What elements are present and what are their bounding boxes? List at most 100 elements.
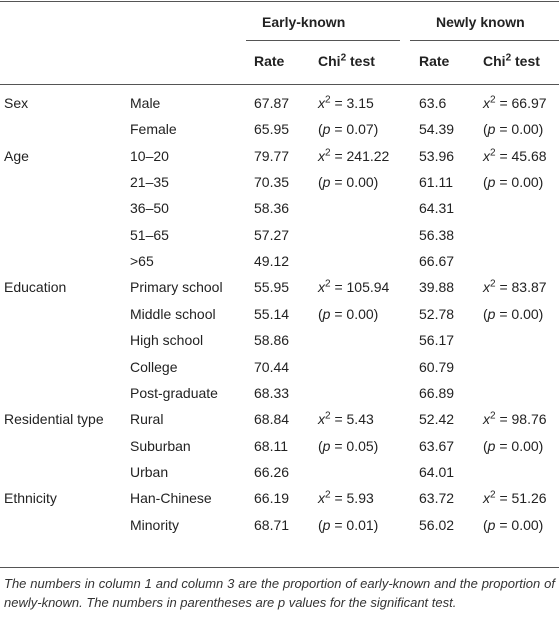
test-value: = 45.68 <box>495 147 547 164</box>
test-value: = 5.43 <box>330 411 374 428</box>
test-exponent: 2 <box>490 278 496 290</box>
category: Suburban <box>130 437 191 454</box>
test-variable: p <box>487 121 496 138</box>
category: 21–35 <box>130 174 169 191</box>
rate: 70.35 <box>254 174 290 191</box>
test-text: ( <box>483 121 488 138</box>
test-variable: x <box>318 95 325 111</box>
test-cell: (p = 0.00) <box>483 516 543 534</box>
category: Middle school <box>130 305 216 322</box>
test-value: = 83.87 <box>495 279 547 296</box>
test-text: = 0.00) <box>495 174 544 191</box>
test-variable: x <box>483 490 490 507</box>
header-text: Chi <box>318 53 341 69</box>
category: Urban <box>130 463 169 480</box>
test-variable: x <box>483 411 490 428</box>
test-variable: p <box>322 437 331 454</box>
rate: 66.89 <box>419 384 455 401</box>
test-text: ( <box>483 516 488 533</box>
test-variable: p <box>487 174 496 191</box>
rate: 68.11 <box>254 437 288 454</box>
header-sup: 2 <box>505 52 512 64</box>
rate: 60.79 <box>419 358 455 375</box>
test-text: = 0.00) <box>495 516 544 533</box>
test-cell: (p = 0.01) <box>318 516 378 534</box>
category: >65 <box>130 253 154 270</box>
rate: 70.44 <box>254 358 290 375</box>
test-cell: x2 = 83.87 <box>483 278 547 296</box>
rate: 49.12 <box>254 253 290 270</box>
test-variable: p <box>322 516 331 533</box>
category: Minority <box>130 516 180 533</box>
group-header: Newly known <box>436 14 525 30</box>
test-value: = 66.97 <box>495 95 547 111</box>
rate: 68.71 <box>254 516 290 533</box>
category: 10–20 <box>130 147 169 164</box>
test-text: = 0.00) <box>330 174 379 191</box>
category: Female <box>130 121 177 138</box>
category: Primary school <box>130 279 223 296</box>
test-value: = 3.15 <box>330 95 374 111</box>
rate: 66.67 <box>419 253 455 270</box>
test-variable: x <box>318 279 325 296</box>
rate: 63.6 <box>419 95 447 111</box>
test-exponent: 2 <box>325 94 331 106</box>
test-text: = 0.07) <box>330 121 379 138</box>
rate: 58.86 <box>254 332 290 349</box>
group-label: Ethnicity <box>4 490 57 507</box>
test-cell: (p = 0.00) <box>483 173 543 191</box>
test-value: = 241.22 <box>330 147 390 164</box>
rate: 63.67 <box>419 437 455 454</box>
test-variable: p <box>487 516 496 533</box>
test-variable: x <box>318 147 325 164</box>
test-cell: (p = 0.00) <box>318 173 378 191</box>
test-cell: x2 = 51.26 <box>483 489 547 507</box>
category: 51–65 <box>130 226 169 243</box>
test-exponent: 2 <box>325 489 331 501</box>
rate: 57.27 <box>254 226 290 243</box>
test-exponent: 2 <box>490 489 496 501</box>
rate: 55.14 <box>254 305 290 322</box>
test-exponent: 2 <box>490 147 496 159</box>
group-label: Sex <box>4 95 29 111</box>
test-cell: x2 = 105.94 <box>318 278 389 296</box>
rate: 53.96 <box>419 147 455 164</box>
test-text: ( <box>483 174 488 191</box>
test-variable: p <box>322 174 331 191</box>
group-header: Early-known <box>262 14 346 30</box>
test-cell: (p = 0.05) <box>318 437 378 455</box>
rate: 56.02 <box>419 516 455 533</box>
test-variable: x <box>483 95 490 111</box>
test-cell: (p = 0.00) <box>483 437 543 455</box>
test-exponent: 2 <box>490 410 496 422</box>
rate: 66.19 <box>254 490 290 507</box>
test-text: ( <box>318 305 323 322</box>
column-header: Rate <box>254 53 285 69</box>
rule <box>0 84 559 85</box>
category: High school <box>130 332 204 349</box>
test-text: ( <box>318 516 323 533</box>
test-text: = 0.00) <box>495 121 544 138</box>
test-value: = 105.94 <box>330 279 390 296</box>
column-header: Chi2 test <box>318 52 375 70</box>
test-variable: x <box>483 279 490 296</box>
test-value: = 51.26 <box>495 490 547 507</box>
rule <box>410 40 559 41</box>
test-text: ( <box>483 305 488 322</box>
test-cell: x2 = 66.97 <box>483 94 547 112</box>
rule <box>246 40 400 41</box>
test-text: = 0.00) <box>495 305 544 322</box>
column-header: Rate <box>419 53 450 69</box>
test-cell: (p = 0.07) <box>318 120 378 138</box>
header-text: test <box>350 53 375 69</box>
test-text: = 0.05) <box>330 437 379 454</box>
test-cell: x2 = 5.93 <box>318 489 374 507</box>
column-header: Chi2 test <box>483 52 540 70</box>
test-text: = 0.00) <box>495 437 544 454</box>
rate: 65.95 <box>254 121 290 138</box>
rate: 66.26 <box>254 463 290 480</box>
rate: 67.87 <box>254 95 290 111</box>
rate: 55.95 <box>254 279 290 296</box>
rate: 64.01 <box>419 463 455 480</box>
